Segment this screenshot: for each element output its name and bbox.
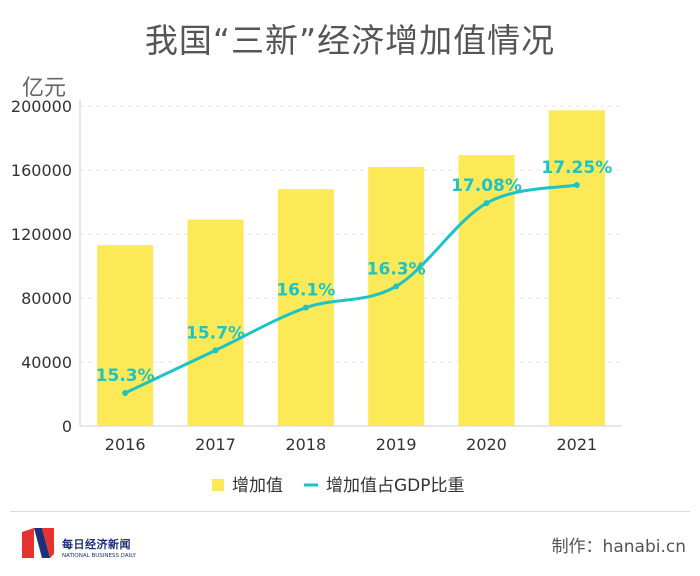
- line-series-path: [124, 183, 578, 395]
- chart-canvas: 200000 160000 120000 80000 40000 0 2016 2017 201…: [11, 97, 622, 496]
- data-label: 16.3%: [367, 259, 426, 279]
- legend-bar-label: 增加值: [232, 476, 283, 496]
- x-tick-label: 2021: [556, 435, 597, 454]
- legend-bar-swatch: [212, 479, 224, 491]
- bar: [368, 166, 425, 426]
- credit-text: 制作：hanabi.cn: [551, 537, 686, 557]
- bar: [548, 110, 605, 426]
- line-point: [393, 283, 400, 290]
- x-tick-label: 2020: [466, 435, 507, 454]
- line-point: [212, 347, 219, 354]
- y-tick-label: 80000: [21, 289, 72, 308]
- y-tick-label: 120000: [11, 225, 72, 244]
- data-label: 17.25%: [541, 158, 612, 178]
- y-tick-label: 40000: [21, 353, 72, 372]
- bar: [187, 219, 244, 426]
- line-point: [573, 182, 580, 188]
- logo-name-cn: 每日经济新闻: [62, 538, 131, 551]
- y-axis-unit: 亿元: [22, 76, 67, 101]
- bar: [97, 245, 154, 426]
- nbd-logo-mark-icon: [22, 528, 54, 558]
- x-tick-label: 2018: [285, 435, 326, 454]
- x-tick-label: 2019: [376, 435, 417, 454]
- y-tick-label: 160000: [11, 161, 72, 180]
- data-label: 17.08%: [451, 176, 522, 196]
- data-label: 15.3%: [96, 366, 155, 386]
- y-tick-label: 200000: [11, 97, 72, 116]
- data-label: 15.7%: [186, 323, 245, 343]
- y-tick-label: 0: [62, 417, 72, 436]
- logo-name-en: NATIONAL BUSINESS DAILY: [62, 553, 136, 559]
- chart-title: 我国“三新”经济增加值情况: [144, 21, 556, 60]
- legend-line-label: 增加值占GDP比重: [326, 476, 465, 496]
- footer-divider: [10, 511, 690, 512]
- data-label: 16.1%: [276, 281, 335, 301]
- x-tick-label: 2016: [105, 435, 146, 454]
- line-point: [122, 390, 129, 396]
- line-point: [302, 304, 309, 311]
- line-point: [483, 200, 490, 207]
- nbd-logo: 每日经济新闻 NATIONAL BUSINESS DAILY: [20, 522, 180, 566]
- x-tick-label: 2017: [195, 435, 236, 454]
